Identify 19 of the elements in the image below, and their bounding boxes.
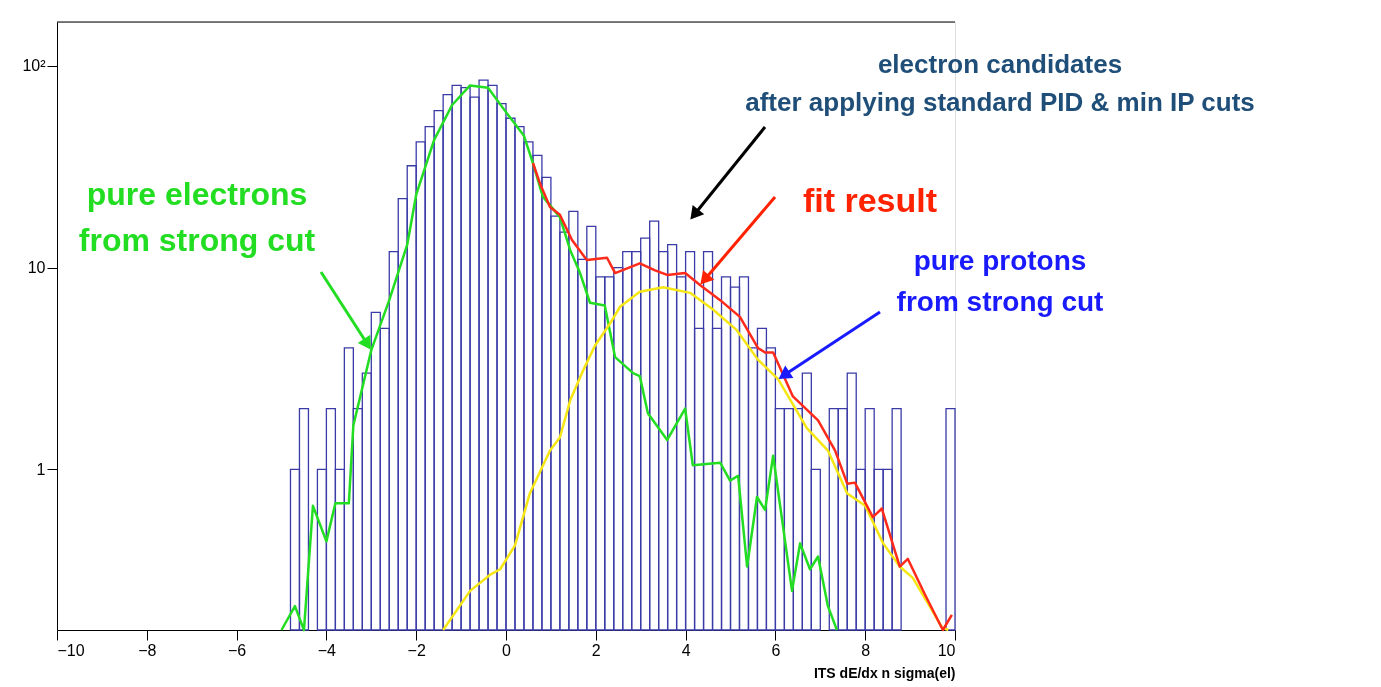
annotation: pure protons from strong cut xyxy=(896,245,1104,317)
x-tick-label: 6 xyxy=(771,641,781,659)
annotation: electron candidates after applying standard PID & min IP cuts xyxy=(745,49,1255,117)
x-tick-label: −6 xyxy=(227,641,247,659)
x-tick-label: −4 xyxy=(317,641,337,659)
y-tick-label: 10² xyxy=(22,57,47,75)
x-tick-label: −2 xyxy=(407,641,426,659)
x-tick-label: 10 xyxy=(937,641,956,659)
y-tick-label: 1 xyxy=(36,460,46,478)
x-tick-label: 0 xyxy=(502,641,512,659)
x-tick-label: −8 xyxy=(138,641,157,659)
x-tick-label: −10 xyxy=(57,641,85,659)
x-axis-title: ITS dE/dx n sigma(el) xyxy=(813,664,956,681)
x-tick-label: 2 xyxy=(591,641,601,659)
x-tick-label: 8 xyxy=(861,641,871,659)
y-tick-label: 10 xyxy=(27,259,46,277)
x-tick-label: 4 xyxy=(681,641,691,659)
annotation: pure electrons from strong cut xyxy=(78,176,316,259)
annotation: fit result xyxy=(802,181,938,219)
